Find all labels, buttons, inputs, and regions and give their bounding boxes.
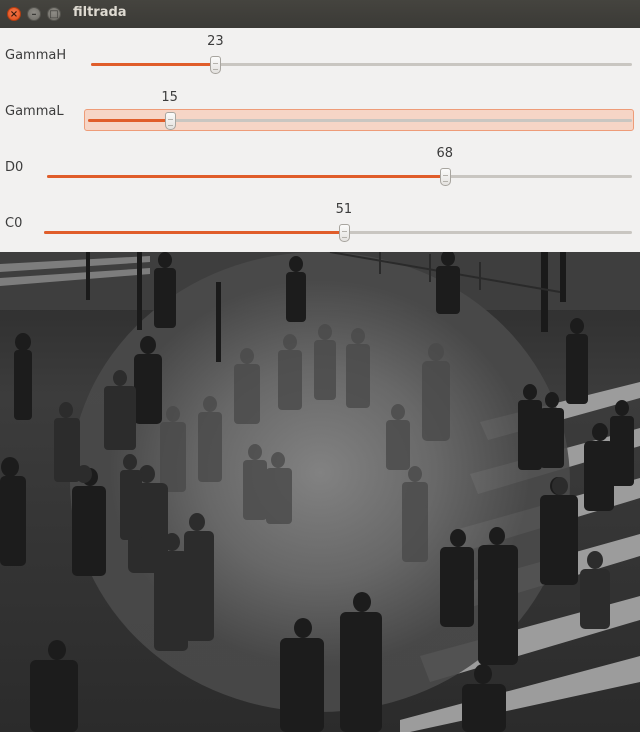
trackbar-track[interactable] [91,63,632,66]
trackbar-fill [47,175,445,178]
title-bar[interactable]: × – □ filtrada [0,0,640,28]
trackbar-label: D0 [5,160,24,175]
trackbar-fill [88,119,170,122]
filtered-image [0,252,640,732]
trackbar-handle[interactable] [164,112,176,130]
minimize-icon: – [31,9,37,20]
trackbar-value: 51 [335,202,353,217]
trackbar-value: 23 [207,34,224,49]
trackbar-label: GammaH [5,48,67,63]
trackbar-track[interactable] [88,119,632,122]
trackbar-value: 68 [436,146,454,161]
trackbar-row-d0: D0 68 [0,140,640,196]
close-button[interactable]: × [7,7,21,21]
trackbar-handle[interactable] [338,224,350,242]
trackbar-value: 15 [161,90,178,105]
trackbar-label: C0 [5,216,23,231]
trackbar-row-c0: C0 51 [0,196,640,252]
window-title: filtrada [73,5,127,20]
trackbar-handle[interactable] [210,56,222,74]
trackbar-panel: GammaH 23 GammaL 15 D0 68 C0 51 [0,28,640,252]
close-icon: × [9,9,19,20]
crosswalk-photo [0,252,640,732]
trackbar-fill [91,63,216,66]
maximize-icon: □ [49,9,59,20]
maximize-button[interactable]: □ [47,7,61,21]
trackbar-fill [44,231,344,234]
minimize-button[interactable]: – [27,7,41,21]
trackbar-row-gammah: GammaH 23 [0,28,640,84]
trackbar-label: GammaL [5,104,64,119]
trackbar-row-gammal: GammaL 15 [0,84,640,140]
trackbar-handle[interactable] [439,168,451,186]
